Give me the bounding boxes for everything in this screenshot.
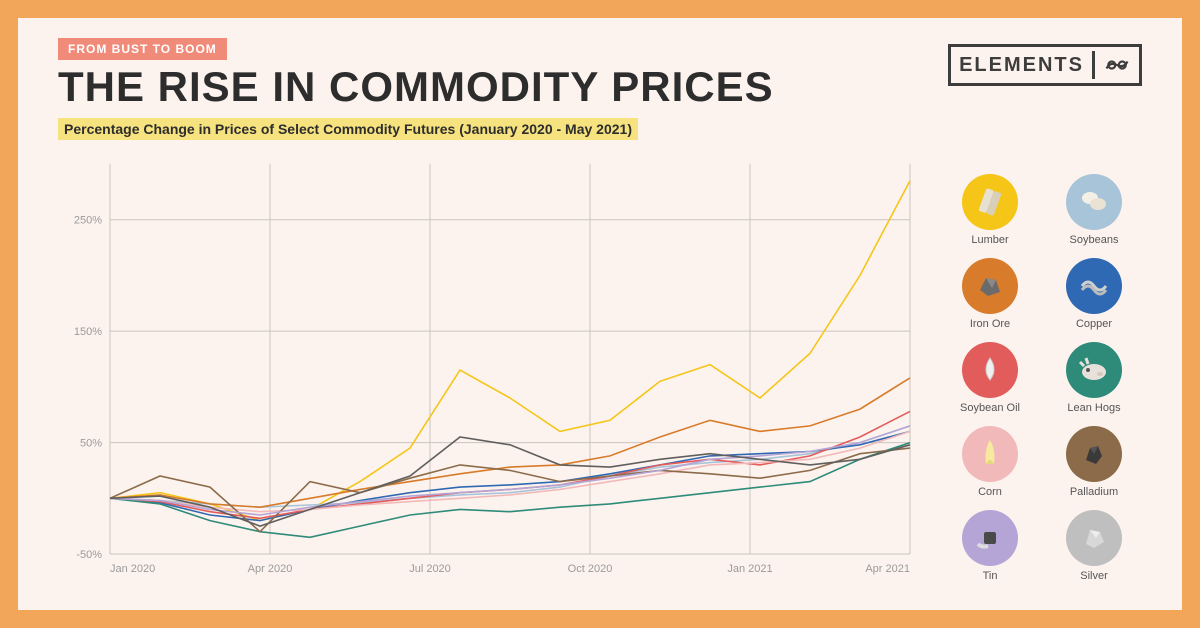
legend-label: Soybean Oil [960,402,1020,414]
outer-frame: ELEMENTS FROM BUST TO BOOM THE RISE IN C… [0,0,1200,628]
legend-label: Corn [978,486,1002,498]
legend-label: Lumber [971,234,1008,246]
copper-icon [1066,258,1122,314]
ironore-icon [962,258,1018,314]
svg-text:Apr 2020: Apr 2020 [248,563,293,575]
legend-label: Soybeans [1070,234,1119,246]
legend-label: Lean Hogs [1067,402,1120,414]
svg-text:-50%: -50% [76,549,102,561]
line-chart: -50% 50% 150% 250% Jan 2020 Apr 2020 Jul 2020 O… [58,144,922,584]
svg-text:50%: 50% [80,438,102,450]
legend-item: Corn [942,426,1038,498]
subtitle: Percentage Change in Prices of Select Co… [58,118,638,140]
svg-text:Jan 2021: Jan 2021 [727,563,772,575]
silver-icon [1066,510,1122,566]
chart-area: -50% 50% 150% 250% Jan 2020 Apr 2020 Jul 2020 O… [58,144,922,584]
header-tag: FROM BUST TO BOOM [58,38,227,60]
legend: Lumber Soybeans Iron Ore Copper Soybean Oil L… [922,144,1142,584]
inner-panel: ELEMENTS FROM BUST TO BOOM THE RISE IN C… [18,18,1182,610]
legend-label: Copper [1076,318,1112,330]
corn-icon [962,426,1018,482]
svg-text:250%: 250% [74,215,102,227]
brand-badge: ELEMENTS [948,44,1142,86]
content-row: -50% 50% 150% 250% Jan 2020 Apr 2020 Jul 2020 O… [58,144,1142,584]
tin-icon [962,510,1018,566]
brand-text: ELEMENTS [959,54,1084,77]
legend-item: Copper [1046,258,1142,330]
legend-label: Tin [983,570,998,582]
brand-icon [1092,51,1131,79]
legend-label: Iron Ore [970,318,1010,330]
oil-icon [962,342,1018,398]
palladium-icon [1066,426,1122,482]
lumber-icon [962,174,1018,230]
legend-item: Iron Ore [942,258,1038,330]
hog-icon [1066,342,1122,398]
legend-item: Soybean Oil [942,342,1038,414]
legend-item: Palladium [1046,426,1142,498]
legend-item: Soybeans [1046,174,1142,246]
soybeans-icon [1066,174,1122,230]
svg-text:150%: 150% [74,326,102,338]
svg-text:Jul 2020: Jul 2020 [409,563,451,575]
legend-item: Lean Hogs [1046,342,1142,414]
legend-item: Silver [1046,510,1142,582]
svg-text:Oct 2020: Oct 2020 [568,563,613,575]
legend-item: Tin [942,510,1038,582]
svg-text:Apr 2021: Apr 2021 [865,563,910,575]
legend-item: Lumber [942,174,1038,246]
legend-label: Palladium [1070,486,1118,498]
legend-label: Silver [1080,570,1108,582]
svg-text:Jan 2020: Jan 2020 [110,563,155,575]
